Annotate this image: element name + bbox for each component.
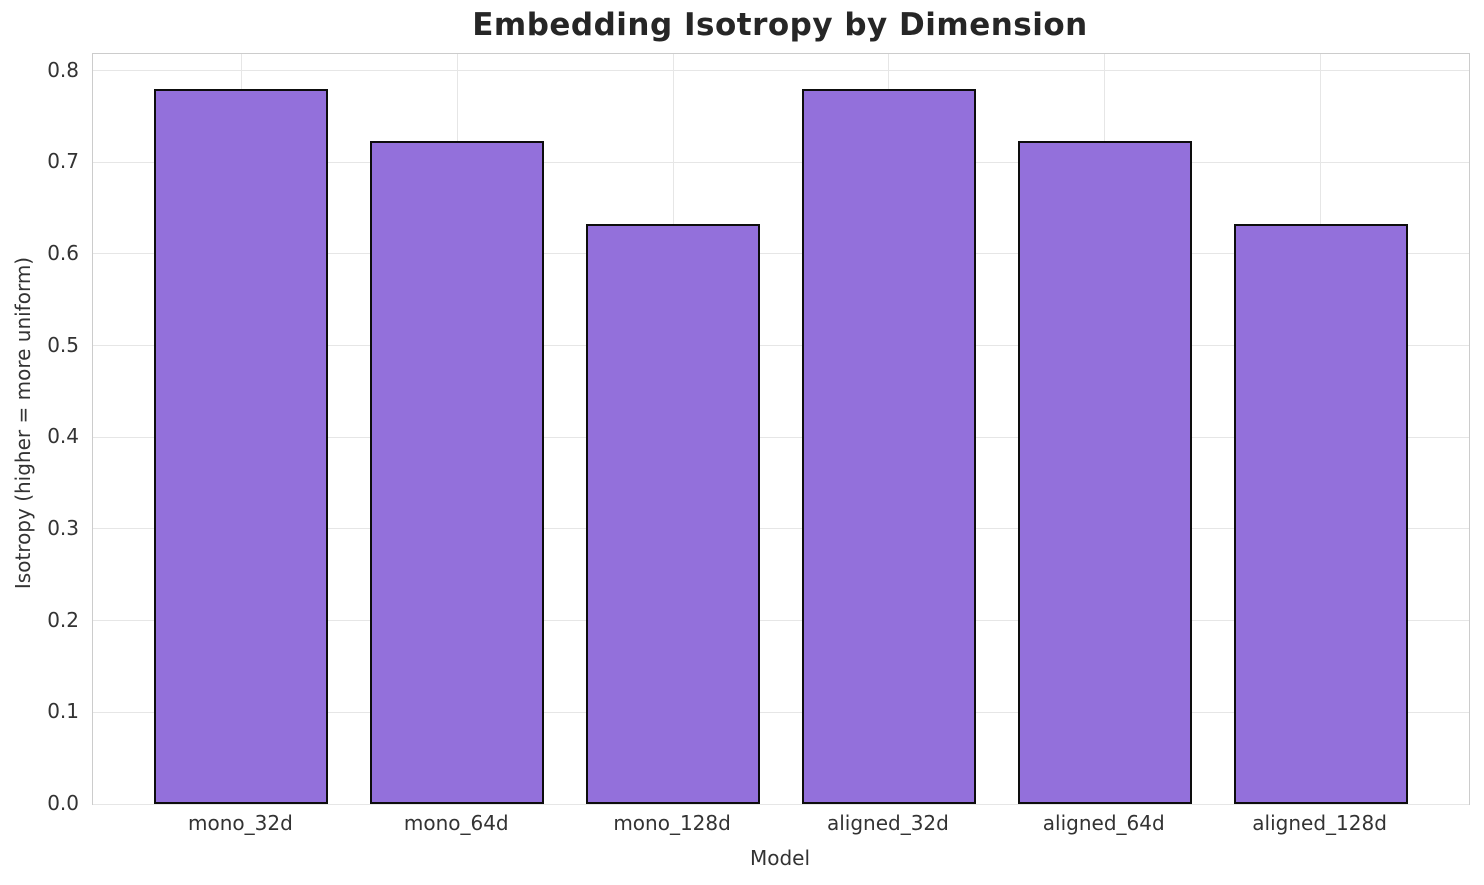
y-axis-tick-label: 0.0 — [47, 791, 79, 815]
horizontal-gridline — [93, 161, 1469, 163]
plot-area — [92, 53, 1470, 805]
bar-mono_128d — [586, 223, 761, 804]
bar-aligned_32d — [801, 88, 976, 804]
x-axis-label: Model — [749, 846, 811, 870]
y-axis-tick-label: 0.8 — [47, 57, 79, 82]
horizontal-gridline — [93, 253, 1469, 255]
y-axis-tick-label: 0.3 — [47, 515, 79, 540]
bar-mono_32d — [154, 88, 329, 804]
horizontal-gridline — [93, 70, 1469, 71]
y-axis-tick-label: 0.5 — [47, 332, 79, 357]
x-axis-tick-label: mono_128d — [613, 811, 731, 835]
horizontal-gridline — [93, 528, 1469, 530]
y-axis-tick-label: 0.2 — [47, 607, 79, 632]
x-axis-tick-label: mono_32d — [188, 811, 293, 835]
y-axis-tick-label: 0.6 — [47, 240, 79, 265]
x-axis-tick-label: aligned_128d — [1252, 811, 1387, 835]
x-axis-tick-label: mono_64d — [403, 811, 509, 835]
horizontal-gridline — [93, 803, 1469, 805]
x-axis-tick-label: aligned_64d — [1042, 811, 1165, 835]
y-axis-tick-label: 0.1 — [47, 699, 79, 724]
y-axis-tick-label: 0.4 — [47, 424, 79, 449]
horizontal-gridline — [93, 436, 1469, 438]
horizontal-gridline — [93, 620, 1469, 622]
bar-aligned_64d — [1017, 141, 1192, 804]
bar-aligned_128d — [1233, 223, 1408, 804]
y-axis-tick-label: 0.7 — [47, 149, 79, 174]
x-axis-tick-label: aligned_32d — [826, 811, 949, 835]
bar-mono_64d — [370, 141, 545, 804]
horizontal-gridline — [93, 345, 1469, 347]
horizontal-gridline — [93, 711, 1469, 713]
chart-title: Embedding Isotropy by Dimension — [472, 7, 1088, 43]
